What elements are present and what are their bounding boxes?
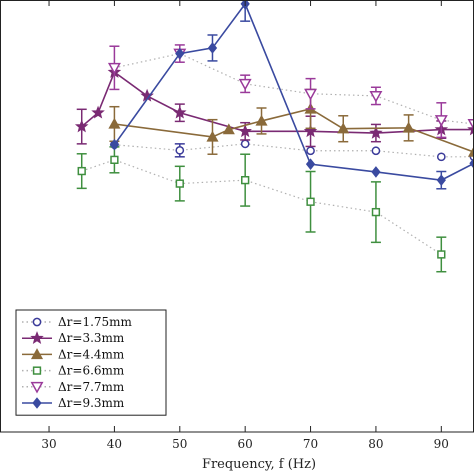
data-point	[74, 119, 89, 133]
data-point	[371, 207, 381, 217]
series-line	[81, 70, 474, 134]
data-point	[305, 158, 316, 170]
data-point	[255, 114, 268, 126]
data-point	[467, 145, 474, 157]
x-tick-label: 70	[303, 437, 318, 451]
x-axis-title: Frequency, f (Hz)	[202, 457, 316, 472]
data-point	[241, 175, 250, 185]
data-point	[110, 155, 119, 164]
series-6	[109, 0, 474, 190]
data-point	[175, 47, 185, 60]
legend-marker	[32, 366, 42, 375]
legend-label: Δr=6.6mm	[58, 364, 125, 378]
data-point	[304, 88, 318, 101]
data-point	[303, 124, 318, 138]
data-point	[77, 166, 86, 176]
x-tick-label: 60	[238, 437, 253, 451]
data-point	[467, 119, 474, 131]
data-point	[240, 139, 250, 149]
data-point	[238, 78, 252, 91]
data-point	[91, 105, 105, 119]
data-point	[402, 121, 415, 133]
series-1	[110, 139, 474, 162]
data-point	[437, 250, 446, 259]
data-point	[109, 138, 120, 151]
legend-marker	[32, 317, 42, 327]
data-point	[337, 122, 350, 134]
data-point	[436, 174, 446, 186]
legend-marker	[30, 381, 44, 394]
data-point	[173, 105, 187, 119]
series-5	[107, 44, 474, 139]
legend-label: Δr=7.7mm	[58, 380, 125, 394]
series-line	[113, 2, 474, 181]
data-point	[467, 122, 474, 136]
legend-label: Δr=9.3mm	[58, 396, 125, 410]
data-point	[369, 125, 383, 139]
data-point	[306, 146, 315, 156]
data-point	[222, 123, 235, 135]
data-point	[107, 62, 121, 75]
x-tick-label: 90	[434, 437, 449, 451]
x-tick-label: 80	[368, 437, 383, 451]
data-point	[306, 197, 315, 206]
x-tick-label: 30	[41, 437, 56, 451]
data-point	[175, 145, 185, 155]
data-point	[175, 179, 184, 188]
legend-marker	[30, 331, 44, 344]
plot-area	[74, 0, 474, 273]
legend: Δr=1.75mm Δr=3.3mm Δr=4.4mm Δr=6.6mm Δr=7.7m…	[15, 309, 167, 416]
legend-label: Δr=3.3mm	[58, 331, 125, 345]
series-line	[114, 143, 474, 158]
data-point	[238, 124, 252, 138]
legend-label: Δr=4.4mm	[58, 347, 125, 361]
data-point	[108, 117, 121, 129]
series-3	[108, 88, 474, 157]
legend-label: Δr=1.75mm	[58, 315, 133, 329]
data-point	[207, 42, 218, 54]
data-point	[206, 130, 219, 142]
legend-box	[15, 309, 167, 416]
data-point	[369, 90, 383, 103]
legend-marker	[32, 397, 42, 409]
data-point	[371, 146, 381, 156]
x-tick-label: 50	[172, 437, 187, 451]
x-tick-label: 40	[107, 437, 122, 451]
data-point	[434, 115, 448, 127]
data-point	[436, 152, 446, 162]
legend-marker	[30, 348, 44, 360]
series-4	[76, 146, 447, 273]
data-point	[371, 166, 381, 178]
